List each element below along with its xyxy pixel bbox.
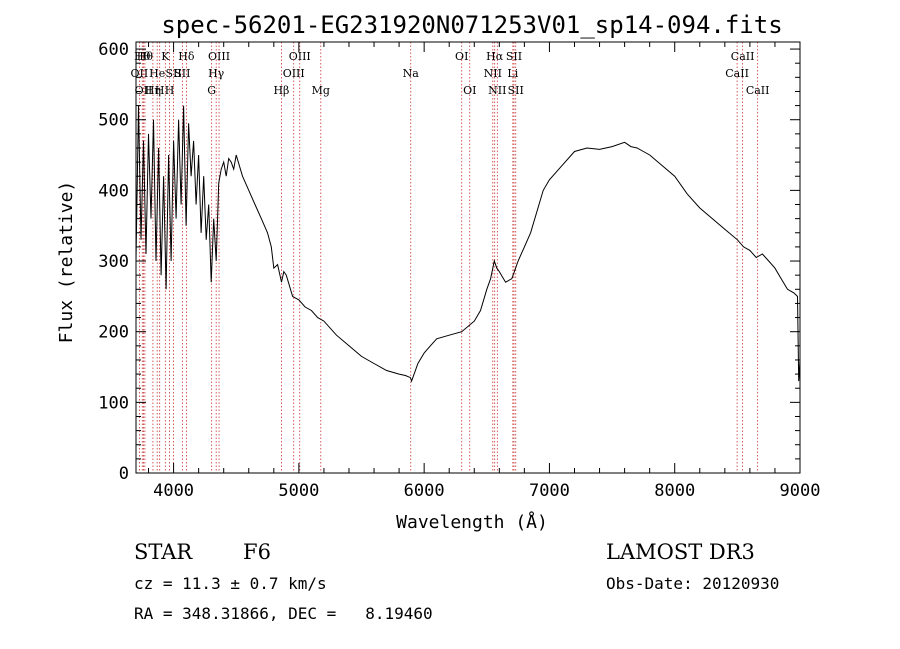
y-tick-label: 200 — [98, 323, 129, 343]
line-marker-label: OIII — [208, 50, 230, 63]
line-marker-label: SII — [506, 50, 522, 63]
y-tick-label: 0 — [119, 464, 129, 484]
line-marker-label: Mg — [312, 84, 330, 97]
line-marker-label: CaII — [731, 50, 755, 63]
survey-name: LAMOST DR3 — [606, 540, 755, 564]
line-marker-label: Hα — [486, 50, 504, 63]
x-tick-label: 5000 — [278, 481, 319, 501]
line-marker-label: NII — [484, 67, 502, 80]
y-axis-ticks: 0 100 200 300 400 500 600 — [98, 40, 800, 484]
line-marker-label: CaII — [746, 84, 770, 97]
spectrum-line — [135, 105, 801, 383]
x-tick-label: 6000 — [404, 481, 445, 501]
line-marker-label: Hδ — [178, 50, 195, 63]
x-tick-label: 9000 — [780, 481, 821, 501]
line-marker-label: OI — [463, 84, 476, 97]
x-axis-label: Wavelength (Å) — [396, 511, 548, 533]
line-marker-label: NII — [488, 84, 506, 97]
line-marker-label: He — [149, 67, 165, 80]
line-marker-label: OI — [455, 50, 468, 63]
line-marker-label: SII — [165, 67, 181, 80]
line-marker-label: Hβ — [273, 84, 289, 97]
line-marker-label: OII — [131, 67, 149, 80]
x-tick-label: 8000 — [654, 481, 695, 501]
line-marker-label: H — [165, 84, 175, 97]
line-marker-label: G — [207, 84, 216, 97]
plot-frame — [135, 41, 801, 474]
x-axis-ticks: 4000 5000 6000 7000 8000 9000 — [148, 42, 821, 501]
line-marker-labels: OIIHθOIIHθHηHeHKHSIISIIHδGHγOIIIHβOIIIOI… — [131, 50, 770, 97]
y-tick-label: 500 — [98, 111, 129, 131]
line-marker-label: K — [161, 50, 170, 63]
line-markers — [138, 42, 759, 473]
y-tick-label: 100 — [98, 393, 129, 413]
line-marker-label: SII — [174, 67, 190, 80]
line-marker-label: Hθ — [134, 50, 151, 63]
line-marker-label: OIII — [283, 67, 305, 80]
object-subclass: F6 — [243, 540, 271, 564]
line-marker-label: OII — [135, 84, 153, 97]
line-marker-label: Hγ — [208, 67, 225, 80]
coordinates: RA = 348.31866, DEC = 8.19460 — [134, 604, 433, 623]
line-marker-label: Hη — [145, 84, 161, 97]
line-marker-label: Hθ — [137, 50, 154, 63]
x-tick-label: 7000 — [529, 481, 570, 501]
line-marker-label: OIII — [289, 50, 311, 63]
line-marker-label: CaII — [725, 67, 749, 80]
x-tick-label: 4000 — [153, 481, 194, 501]
line-marker-label: Li — [507, 67, 518, 80]
redshift-text: cz = 11.3 ± 0.7 km/s — [134, 574, 327, 593]
y-tick-label: 400 — [98, 181, 129, 201]
line-marker-label: SII — [508, 84, 524, 97]
obs-date: Obs-Date: 20120930 — [606, 574, 779, 593]
y-tick-label: 600 — [98, 40, 129, 60]
object-class: STAR — [134, 540, 193, 564]
y-tick-label: 300 — [98, 252, 129, 272]
y-axis-label: Flux (relative) — [56, 181, 77, 344]
line-marker-label: Na — [403, 67, 420, 80]
chart-title: spec-56201-EG231920N071253V01_sp14-094.f… — [161, 11, 782, 39]
line-marker-label: H — [155, 84, 165, 97]
